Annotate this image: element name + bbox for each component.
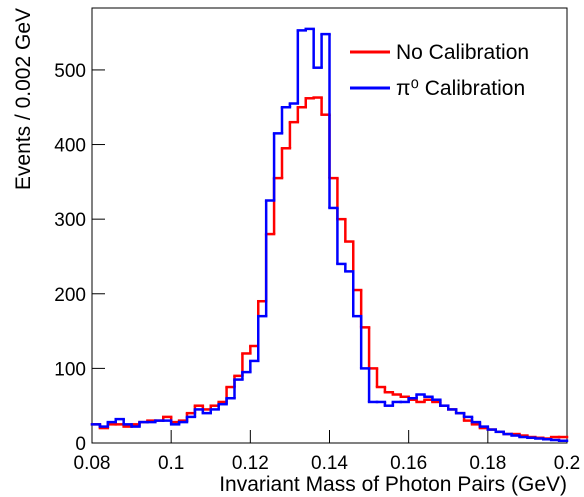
x-tick-label: 0.18: [469, 453, 506, 474]
y-tick-label: 100: [54, 359, 86, 380]
y-tick-label: 400: [54, 136, 86, 157]
x-tick-label: 0.12: [232, 453, 269, 474]
y-axis-title: Events / 0.002 GeV: [12, 8, 35, 190]
y-tick-label: 200: [54, 285, 86, 306]
x-tick-label: 0.16: [390, 453, 427, 474]
x-tick-label: 0.08: [74, 453, 111, 474]
legend-label: No Calibration: [396, 41, 529, 64]
x-tick-label: 0.14: [311, 453, 348, 474]
y-tick-label: 0: [75, 434, 86, 455]
x-axis-title: Invariant Mass of Photon Pairs (GeV): [219, 473, 567, 496]
y-tick-label: 500: [54, 61, 86, 82]
x-tick-label: 0.2: [554, 453, 580, 474]
y-tick-label: 300: [54, 210, 86, 231]
legend-label: π⁰ Calibration: [396, 77, 525, 100]
x-tick-label: 0.1: [158, 453, 184, 474]
